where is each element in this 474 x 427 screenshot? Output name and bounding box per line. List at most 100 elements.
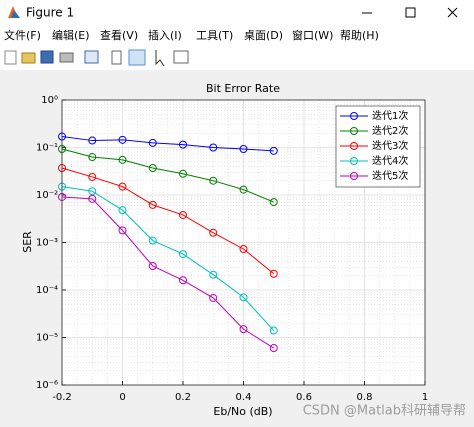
close-button[interactable] — [447, 7, 458, 18]
data-point — [88, 136, 97, 145]
series-line — [61, 136, 274, 152]
data-point — [239, 244, 248, 253]
toolbar — [0, 46, 474, 70]
x-tick-label: 1 — [422, 392, 428, 403]
legend-label: 迭代1次 — [372, 109, 408, 122]
pointer-icon[interactable] — [155, 50, 165, 67]
series-line — [61, 186, 275, 331]
x-tick-label: 0.2 — [175, 392, 191, 403]
y-tick-label: 10⁻⁶ — [36, 380, 58, 391]
menu-item[interactable]: 查看(V) — [100, 28, 138, 42]
menu-item[interactable]: 帮助(H) — [340, 28, 379, 42]
series-line — [61, 196, 275, 349]
data-point — [118, 155, 127, 164]
menu-bar — [0, 26, 474, 46]
y-tick-label: 10⁻¹ — [36, 143, 58, 154]
x-tick-label: 0 — [119, 392, 125, 403]
y-tick-label: 10⁻² — [36, 190, 58, 201]
data-point — [209, 293, 218, 302]
data-point — [239, 144, 248, 153]
data-point — [179, 210, 187, 219]
data-point — [118, 182, 127, 191]
data-point — [209, 228, 218, 237]
data-point — [148, 236, 157, 245]
data-point — [209, 143, 218, 152]
data-point — [148, 262, 157, 271]
data-point — [239, 185, 248, 194]
x-axis-label: Eb/No (dB) — [213, 405, 272, 418]
legend-icon[interactable] — [128, 49, 146, 66]
legend-label: 迭代3次 — [372, 139, 408, 152]
maximize-button[interactable] — [405, 7, 416, 18]
data-point — [179, 140, 187, 149]
data-point — [209, 176, 218, 185]
legend-marker — [350, 172, 358, 180]
series-line — [61, 148, 274, 203]
watermark: CSDN @Matlab科研辅导帮 — [303, 404, 466, 419]
menu-item[interactable]: 编辑(E) — [52, 28, 90, 42]
data-point — [118, 135, 127, 144]
title-bar — [0, 0, 474, 26]
colorbar-icon[interactable] — [111, 50, 122, 65]
data-point — [269, 326, 278, 335]
menu-item[interactable]: 插入(I) — [148, 28, 182, 42]
data-point — [118, 206, 127, 215]
legend-label: 迭代2次 — [372, 124, 408, 137]
data-point — [179, 276, 187, 285]
data-point — [118, 226, 127, 235]
legend-label: 迭代4次 — [372, 154, 408, 167]
x-tick-label: -0.2 — [52, 392, 72, 403]
legend-marker — [350, 157, 358, 165]
data-point — [88, 187, 97, 196]
data-point — [269, 198, 278, 207]
link-icon[interactable] — [84, 50, 99, 64]
menu-items: 文件(F) 编辑(E) 查看(V) 插入(I) 工具(T) 桌面(D) 窗口(W) 帮助(H) — [4, 28, 379, 42]
menu-item[interactable]: 文件(F) — [4, 28, 41, 42]
data-point — [239, 325, 248, 334]
data-point — [148, 138, 157, 147]
new-icon[interactable] — [4, 50, 17, 65]
menu-item[interactable]: 窗口(W) — [292, 28, 333, 42]
x-tick-label: 0.6 — [296, 392, 312, 403]
legend-marker — [350, 142, 358, 150]
y-tick-label: 10⁰ — [41, 95, 58, 106]
toolbar-icons — [4, 49, 189, 67]
series-line — [61, 167, 275, 275]
y-tick-label: 10⁻³ — [36, 238, 58, 249]
app-icon — [8, 6, 20, 18]
y-axis-label: SER — [21, 231, 34, 253]
y-tick-label: 10⁻⁵ — [36, 333, 58, 344]
save-icon[interactable] — [40, 50, 54, 64]
x-tick-label: 0.8 — [357, 392, 373, 403]
data-point — [269, 146, 278, 155]
menu-item[interactable]: 桌面(D) — [244, 29, 283, 42]
y-tick-label: 10⁻⁴ — [36, 285, 58, 296]
axes-box — [61, 99, 426, 386]
open-icon[interactable] — [21, 52, 36, 64]
data-point — [148, 200, 157, 209]
print-icon[interactable] — [59, 52, 74, 63]
data-point — [239, 293, 248, 302]
legend-marker — [350, 112, 358, 120]
data-point — [209, 270, 218, 279]
window-title: Figure 1 — [26, 6, 74, 20]
data-point — [88, 194, 97, 203]
data-point — [269, 344, 278, 353]
menu-item[interactable]: 工具(T) — [196, 29, 233, 42]
data-point — [148, 164, 157, 173]
legend-marker — [350, 127, 358, 135]
property-icon[interactable] — [173, 50, 189, 64]
data-point — [88, 172, 97, 181]
plot — [58, 132, 278, 353]
data-point — [179, 169, 187, 178]
chart-title: Bit Error Rate — [206, 82, 280, 95]
x-tick-label: 0.4 — [236, 392, 252, 403]
data-point — [179, 250, 187, 259]
grid — [61, 99, 426, 386]
data-point — [269, 269, 278, 278]
legend-label: 迭代5次 — [372, 169, 408, 182]
data-point — [88, 153, 97, 162]
